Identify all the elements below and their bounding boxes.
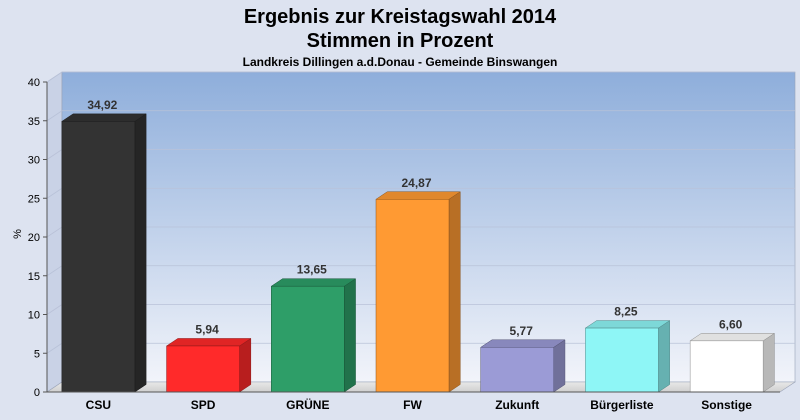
bar-top: [689, 333, 776, 342]
gridline-side: [46, 149, 63, 160]
bar-front: [271, 285, 345, 393]
y-axis: 0 5 10 15 20 25 30 35 40: [28, 77, 48, 399]
bar-front: [375, 199, 450, 393]
y-tick-label: 0: [34, 387, 40, 399]
bar-csu: 34,92: [61, 98, 147, 393]
chart-title: Ergebnis zur Kreistagswahl 2014: [244, 6, 557, 28]
bars: 34,92 5,94 13,65 24,87 5,77 8,25 6,60: [61, 98, 776, 393]
y-tick-label: 40: [28, 77, 40, 89]
gridline-side: [46, 110, 63, 122]
gridline-side: [46, 342, 63, 354]
bar-side: [239, 337, 252, 393]
y-tick-label: 15: [28, 271, 40, 283]
gridline-side: [46, 265, 63, 277]
bar-side: [448, 191, 461, 393]
gridline-side: [46, 304, 63, 315]
bar-top: [270, 278, 357, 287]
bar-grüne: 13,65: [270, 263, 357, 393]
bar-side: [134, 113, 147, 393]
value-label: 6,60: [719, 317, 743, 331]
bar-top: [165, 338, 252, 347]
value-label: 5,77: [510, 324, 534, 338]
bar-side: [344, 278, 356, 393]
y-tick-label: 5: [34, 348, 40, 360]
chart-caption: Landkreis Dillingen a.d.Donau - Gemeinde…: [243, 55, 558, 69]
gridline-side: [46, 226, 63, 238]
gridline-side: [46, 187, 63, 199]
x-axis: CSU SPD GRÜNE FW Zukunft Bürgerliste Sonstige: [47, 391, 780, 412]
bar-top: [61, 113, 147, 122]
value-label: 13,65: [297, 263, 327, 277]
y-axis-label: %: [12, 229, 24, 239]
x-tick-label: FW: [403, 398, 422, 412]
value-label: 24,87: [401, 176, 431, 190]
x-tick-label: Zukunft: [495, 398, 539, 412]
bar-front: [585, 327, 659, 393]
x-tick-label: Bürgerliste: [590, 398, 654, 412]
y-tick-label: 35: [28, 116, 40, 128]
bar-side: [762, 332, 775, 393]
bar-spd: 5,94: [165, 322, 252, 393]
bar-top: [584, 320, 671, 329]
bar-zukunft: 5,77: [479, 324, 566, 393]
x-tick-label: CSU: [86, 398, 111, 412]
bar-front: [166, 345, 240, 393]
bar-fw: 24,87: [375, 176, 462, 393]
value-label: 8,25: [614, 305, 638, 319]
y-tick-label: 30: [28, 155, 40, 167]
bar-side: [553, 339, 566, 393]
gridline-side: [46, 71, 63, 83]
bar-front: [480, 347, 554, 393]
value-label: 34,92: [87, 98, 117, 112]
chart-subtitle: Stimmen in Prozent: [307, 30, 494, 52]
x-tick-label: GRÜNE: [286, 397, 329, 412]
bar-top: [375, 191, 462, 200]
x-tick-label: SPD: [191, 398, 216, 412]
y-tick-label: 20: [28, 232, 40, 244]
bar-front: [689, 340, 764, 393]
bar-side: [658, 320, 670, 393]
bar-sonstige: 6,60: [689, 317, 776, 393]
y-tick-label: 25: [28, 193, 40, 205]
y-tick-label: 10: [28, 310, 40, 322]
bar-bürgerliste: 8,25: [584, 305, 671, 393]
x-tick-label: Sonstige: [701, 398, 752, 412]
bar-top: [479, 339, 566, 348]
value-label: 5,94: [195, 322, 219, 336]
bar-front: [61, 121, 136, 393]
